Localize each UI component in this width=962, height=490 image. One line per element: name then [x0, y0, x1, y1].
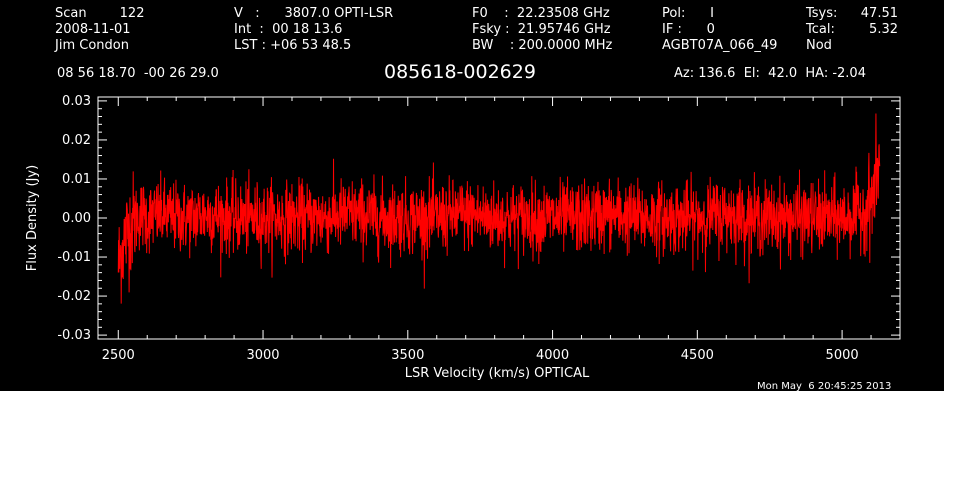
y-tick-label: -0.03	[57, 328, 91, 343]
plot-window: Scan 122 2008-11-01 Jim Condon V : 3807.…	[0, 0, 944, 391]
y-tick-label: -0.01	[57, 250, 91, 265]
x-tick-label: 2500	[102, 348, 135, 363]
y-tick-label: 0.00	[62, 211, 91, 226]
x-tick-label: 4500	[681, 348, 714, 363]
bandwidth-label: BW : 200.0000 MHz	[472, 38, 613, 53]
lst-label: LST : +06 53 48.5	[234, 38, 352, 53]
tsys-label: Tsys:	[806, 6, 838, 21]
velocity-label: V : 3807.0 OPTI-LSR	[234, 6, 394, 21]
tcal-label: Tcal:	[806, 22, 835, 37]
integration-label: Int : 00 18 13.6	[234, 22, 343, 37]
x-tick-label: 3000	[246, 348, 279, 363]
spectrum-chart: 2500 3000 3500 4000 4500 5000 0.03 0.02 0.01 0.00…	[25, 94, 901, 381]
polarization-label: Pol: I	[662, 6, 714, 21]
x-tick-label: 5000	[826, 348, 859, 363]
spectrum-series-line	[117, 113, 881, 304]
source-name: 085618-002629	[384, 61, 536, 83]
rest-freq-label: F0 : 22.23508 GHz	[472, 6, 610, 21]
sky-freq-label: Fsky : 21.95746 GHz	[472, 22, 611, 37]
tick-layer: 2500 3000 3500 4000 4500 5000 0.03 0.02 0.01 0.00…	[57, 94, 900, 363]
y-tick-label: 0.01	[62, 172, 91, 187]
if-label: IF : 0	[662, 22, 715, 37]
x-tick-label: 3500	[391, 348, 424, 363]
project-label: AGBT07A_066_49	[662, 38, 778, 53]
observer-label: Jim Condon	[55, 38, 129, 53]
tcal-value: 5.32	[869, 22, 898, 37]
timestamp-label: Mon May 6 20:45:25 2013	[757, 381, 892, 391]
y-axis-label: Flux Density (Jy)	[25, 165, 40, 271]
y-tick-label: -0.02	[57, 289, 91, 304]
y-tick-label: 0.03	[62, 94, 91, 109]
nod-label: Nod	[806, 38, 832, 53]
scan-label: Scan 122	[55, 6, 145, 21]
x-tick-label: 4000	[536, 348, 569, 363]
date-label: 2008-11-01	[55, 22, 131, 37]
x-axis-label: LSR Velocity (km/s) OPTICAL	[405, 366, 590, 381]
tsys-value: 47.51	[860, 6, 898, 21]
pointing-label: Az: 136.6 El: 42.0 HA: -2.04	[674, 66, 866, 81]
y-tick-label: 0.02	[62, 133, 91, 148]
spectrum-trace-layer	[117, 113, 881, 304]
coordinates-label: 08 56 18.70 -00 26 29.0	[57, 66, 219, 81]
